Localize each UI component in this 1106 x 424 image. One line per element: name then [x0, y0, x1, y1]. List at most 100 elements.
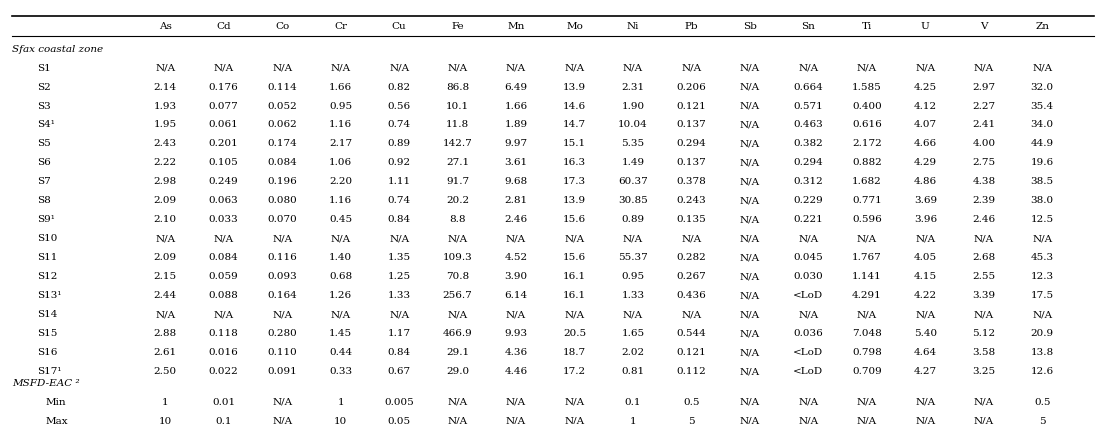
Text: 6.14: 6.14 — [504, 291, 528, 300]
Text: S5: S5 — [36, 139, 51, 148]
Text: 9.68: 9.68 — [504, 177, 528, 187]
Text: 5.35: 5.35 — [622, 139, 645, 148]
Text: S2: S2 — [36, 83, 51, 92]
Text: 0.664: 0.664 — [793, 83, 823, 92]
Text: 70.8: 70.8 — [446, 272, 469, 282]
Text: 1.682: 1.682 — [852, 177, 881, 187]
Text: 0.174: 0.174 — [268, 139, 298, 148]
Text: N/A: N/A — [448, 398, 468, 407]
Text: S11: S11 — [36, 254, 58, 262]
Text: N/A: N/A — [155, 234, 175, 243]
Text: Ti: Ti — [862, 22, 872, 31]
Text: 12.5: 12.5 — [1031, 215, 1054, 224]
Text: 18.7: 18.7 — [563, 348, 586, 357]
Text: <LoD: <LoD — [793, 291, 824, 300]
Text: 29.0: 29.0 — [446, 367, 469, 376]
Text: 13.8: 13.8 — [1031, 348, 1054, 357]
Text: MSFD-EAC ²: MSFD-EAC ² — [12, 379, 80, 388]
Text: 1.16: 1.16 — [330, 196, 352, 205]
Text: N/A: N/A — [331, 310, 351, 319]
Text: 2.14: 2.14 — [154, 83, 177, 92]
Text: 3.96: 3.96 — [914, 215, 937, 224]
Text: S17¹: S17¹ — [36, 367, 61, 376]
Text: 0.74: 0.74 — [387, 120, 410, 129]
Text: N/A: N/A — [389, 234, 409, 243]
Text: N/A: N/A — [272, 234, 292, 243]
Text: 0.92: 0.92 — [387, 159, 410, 167]
Text: 1.35: 1.35 — [387, 254, 410, 262]
Text: N/A: N/A — [740, 348, 760, 357]
Text: N/A: N/A — [973, 398, 994, 407]
Text: S9¹: S9¹ — [36, 215, 54, 224]
Text: 1.90: 1.90 — [622, 101, 645, 111]
Text: 1.93: 1.93 — [154, 101, 177, 111]
Text: 14.7: 14.7 — [563, 120, 586, 129]
Text: N/A: N/A — [740, 272, 760, 282]
Text: N/A: N/A — [973, 234, 994, 243]
Text: 0.45: 0.45 — [330, 215, 352, 224]
Text: Pb: Pb — [685, 22, 698, 31]
Text: 4.52: 4.52 — [504, 254, 528, 262]
Text: 3.90: 3.90 — [504, 272, 528, 282]
Text: 4.64: 4.64 — [914, 348, 937, 357]
Text: 109.3: 109.3 — [442, 254, 472, 262]
Text: 12.6: 12.6 — [1031, 367, 1054, 376]
Text: 1.33: 1.33 — [387, 291, 410, 300]
Text: 1: 1 — [161, 398, 168, 407]
Text: 0.95: 0.95 — [622, 272, 645, 282]
Text: 2.27: 2.27 — [972, 101, 995, 111]
Text: S15: S15 — [36, 329, 58, 338]
Text: 20.9: 20.9 — [1031, 329, 1054, 338]
Text: 4.25: 4.25 — [914, 83, 937, 92]
Text: 10: 10 — [158, 417, 171, 424]
Text: 35.4: 35.4 — [1031, 101, 1054, 111]
Text: 0.771: 0.771 — [852, 196, 881, 205]
Text: 14.6: 14.6 — [563, 101, 586, 111]
Text: <LoD: <LoD — [793, 367, 824, 376]
Text: 1.16: 1.16 — [330, 120, 352, 129]
Text: N/A: N/A — [857, 234, 877, 243]
Text: 0.89: 0.89 — [622, 215, 645, 224]
Text: 1.40: 1.40 — [330, 254, 352, 262]
Text: 15.6: 15.6 — [563, 254, 586, 262]
Text: 0.1: 0.1 — [625, 398, 641, 407]
Text: 2.22: 2.22 — [154, 159, 177, 167]
Text: 4.22: 4.22 — [914, 291, 937, 300]
Text: 2.97: 2.97 — [972, 83, 995, 92]
Text: N/A: N/A — [623, 64, 643, 73]
Text: 2.31: 2.31 — [622, 83, 645, 92]
Text: 466.9: 466.9 — [442, 329, 472, 338]
Text: 1.95: 1.95 — [154, 120, 177, 129]
Text: N/A: N/A — [213, 310, 233, 319]
Text: 0.5: 0.5 — [1034, 398, 1051, 407]
Text: 0.229: 0.229 — [793, 196, 823, 205]
Text: 4.27: 4.27 — [914, 367, 937, 376]
Text: N/A: N/A — [916, 310, 936, 319]
Text: 2.20: 2.20 — [330, 177, 352, 187]
Text: 0.135: 0.135 — [677, 215, 707, 224]
Text: 0.080: 0.080 — [268, 196, 298, 205]
Text: 2.46: 2.46 — [504, 215, 528, 224]
Text: N/A: N/A — [740, 367, 760, 376]
Text: 2.46: 2.46 — [972, 215, 995, 224]
Text: 2.39: 2.39 — [972, 196, 995, 205]
Text: 1.26: 1.26 — [330, 291, 352, 300]
Text: 0.01: 0.01 — [212, 398, 236, 407]
Text: 0.33: 0.33 — [330, 367, 352, 376]
Text: 0.059: 0.059 — [209, 272, 239, 282]
Text: 0.176: 0.176 — [209, 83, 239, 92]
Text: 4.86: 4.86 — [914, 177, 937, 187]
Text: 2.17: 2.17 — [330, 139, 352, 148]
Text: 12.3: 12.3 — [1031, 272, 1054, 282]
Text: 0.033: 0.033 — [209, 215, 239, 224]
Text: 4.46: 4.46 — [504, 367, 528, 376]
Text: N/A: N/A — [799, 64, 818, 73]
Text: 2.172: 2.172 — [852, 139, 881, 148]
Text: V: V — [980, 22, 988, 31]
Text: 2.98: 2.98 — [154, 177, 177, 187]
Text: N/A: N/A — [505, 234, 526, 243]
Text: N/A: N/A — [564, 234, 585, 243]
Text: 55.37: 55.37 — [618, 254, 648, 262]
Text: 0.95: 0.95 — [330, 101, 352, 111]
Text: 9.93: 9.93 — [504, 329, 528, 338]
